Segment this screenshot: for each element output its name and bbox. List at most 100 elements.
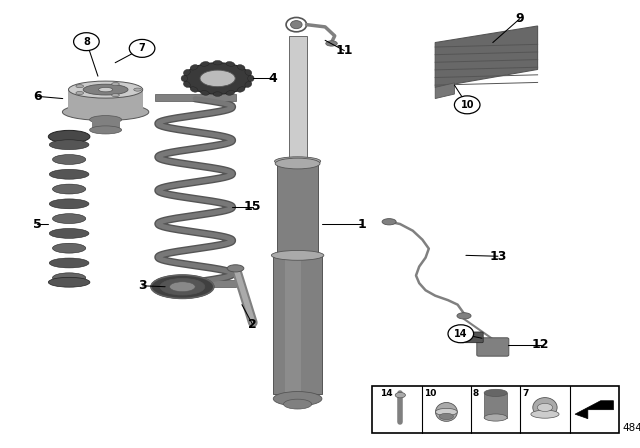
Ellipse shape <box>284 399 312 409</box>
Ellipse shape <box>190 87 198 92</box>
Bar <box>484 393 507 418</box>
Text: 2: 2 <box>248 318 257 332</box>
Text: 5: 5 <box>33 217 42 231</box>
Ellipse shape <box>90 126 122 134</box>
Ellipse shape <box>200 90 209 95</box>
Ellipse shape <box>435 409 457 416</box>
Text: 8: 8 <box>473 389 479 398</box>
Ellipse shape <box>160 278 205 295</box>
Ellipse shape <box>275 158 320 169</box>
Text: 10: 10 <box>460 100 474 110</box>
Text: 1: 1 <box>357 217 366 231</box>
Ellipse shape <box>52 184 86 194</box>
Ellipse shape <box>435 402 457 421</box>
Ellipse shape <box>484 389 507 396</box>
Ellipse shape <box>49 140 89 150</box>
Text: 3: 3 <box>138 279 147 293</box>
Ellipse shape <box>200 70 236 87</box>
Ellipse shape <box>151 275 214 298</box>
Ellipse shape <box>395 392 406 398</box>
Ellipse shape <box>76 85 84 88</box>
Circle shape <box>74 33 99 51</box>
Ellipse shape <box>326 41 337 46</box>
Text: 7: 7 <box>522 389 529 398</box>
Bar <box>92 120 120 131</box>
Text: 6: 6 <box>33 90 42 103</box>
Text: 7: 7 <box>139 43 145 53</box>
Ellipse shape <box>213 92 222 96</box>
Ellipse shape <box>111 94 119 97</box>
Ellipse shape <box>213 60 222 65</box>
Polygon shape <box>435 83 454 99</box>
Bar <box>372 386 619 433</box>
Ellipse shape <box>52 214 86 224</box>
Ellipse shape <box>532 398 557 417</box>
FancyBboxPatch shape <box>461 332 483 343</box>
Ellipse shape <box>226 61 235 66</box>
Bar <box>155 94 236 101</box>
Text: 9: 9 <box>515 12 524 26</box>
Ellipse shape <box>382 219 396 225</box>
Bar <box>285 255 301 394</box>
Ellipse shape <box>190 65 198 70</box>
Ellipse shape <box>439 413 453 419</box>
Text: 14: 14 <box>454 329 468 339</box>
Ellipse shape <box>200 61 209 66</box>
Bar <box>273 255 322 394</box>
Bar <box>68 90 143 112</box>
Ellipse shape <box>76 91 84 95</box>
Ellipse shape <box>99 87 113 92</box>
Circle shape <box>448 325 474 343</box>
Ellipse shape <box>275 157 321 166</box>
Ellipse shape <box>49 258 89 268</box>
Bar <box>277 161 318 255</box>
Text: 14: 14 <box>380 389 392 398</box>
Circle shape <box>454 96 480 114</box>
Text: 12: 12 <box>532 338 550 352</box>
Ellipse shape <box>531 410 559 418</box>
Text: 13: 13 <box>489 250 507 263</box>
Ellipse shape <box>52 155 86 164</box>
Polygon shape <box>435 26 538 87</box>
Ellipse shape <box>49 199 89 209</box>
Ellipse shape <box>49 228 89 238</box>
Polygon shape <box>575 401 613 418</box>
Ellipse shape <box>83 84 128 95</box>
Ellipse shape <box>184 63 252 94</box>
Ellipse shape <box>134 88 141 91</box>
Ellipse shape <box>181 75 188 82</box>
FancyBboxPatch shape <box>477 338 509 356</box>
Ellipse shape <box>457 313 471 319</box>
Ellipse shape <box>49 130 90 143</box>
Ellipse shape <box>273 392 322 406</box>
Ellipse shape <box>271 250 324 260</box>
Text: 8: 8 <box>83 37 90 47</box>
Circle shape <box>129 39 155 57</box>
Ellipse shape <box>52 273 86 283</box>
Ellipse shape <box>245 82 252 87</box>
Ellipse shape <box>227 265 244 272</box>
Ellipse shape <box>49 277 90 287</box>
Circle shape <box>291 21 302 29</box>
Ellipse shape <box>226 90 235 95</box>
Text: 15: 15 <box>244 200 262 214</box>
Ellipse shape <box>184 69 190 75</box>
Ellipse shape <box>237 65 245 70</box>
Ellipse shape <box>90 116 122 124</box>
Ellipse shape <box>170 282 195 292</box>
Bar <box>289 36 307 166</box>
Ellipse shape <box>184 82 190 87</box>
Ellipse shape <box>484 414 507 421</box>
Ellipse shape <box>68 81 143 98</box>
Ellipse shape <box>248 75 254 82</box>
Ellipse shape <box>49 169 89 179</box>
Text: 10: 10 <box>424 389 436 398</box>
Text: 4: 4 <box>269 72 278 85</box>
Text: 484808: 484808 <box>622 423 640 433</box>
Ellipse shape <box>63 103 149 121</box>
Ellipse shape <box>111 82 119 86</box>
Bar <box>155 280 236 287</box>
Ellipse shape <box>245 69 252 75</box>
Text: 11: 11 <box>335 44 353 57</box>
Ellipse shape <box>237 87 245 92</box>
